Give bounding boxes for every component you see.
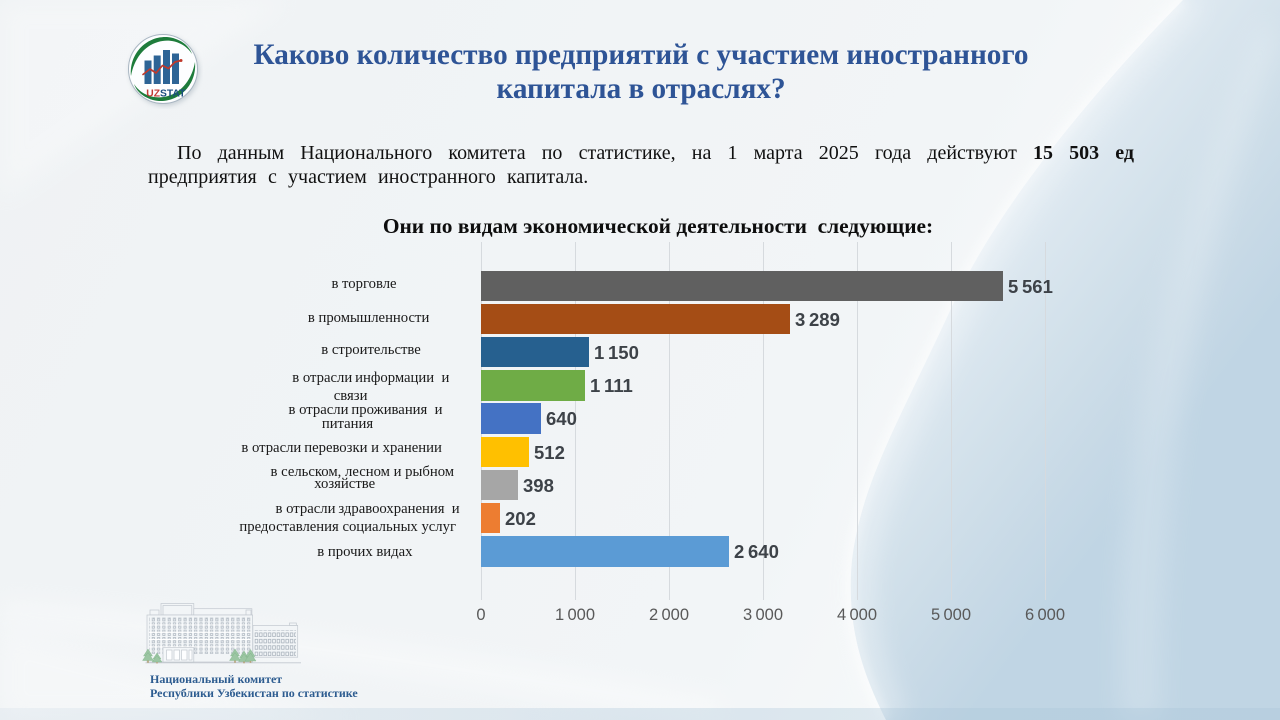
svg-text:UZSTAT: UZSTAT: [146, 89, 186, 100]
